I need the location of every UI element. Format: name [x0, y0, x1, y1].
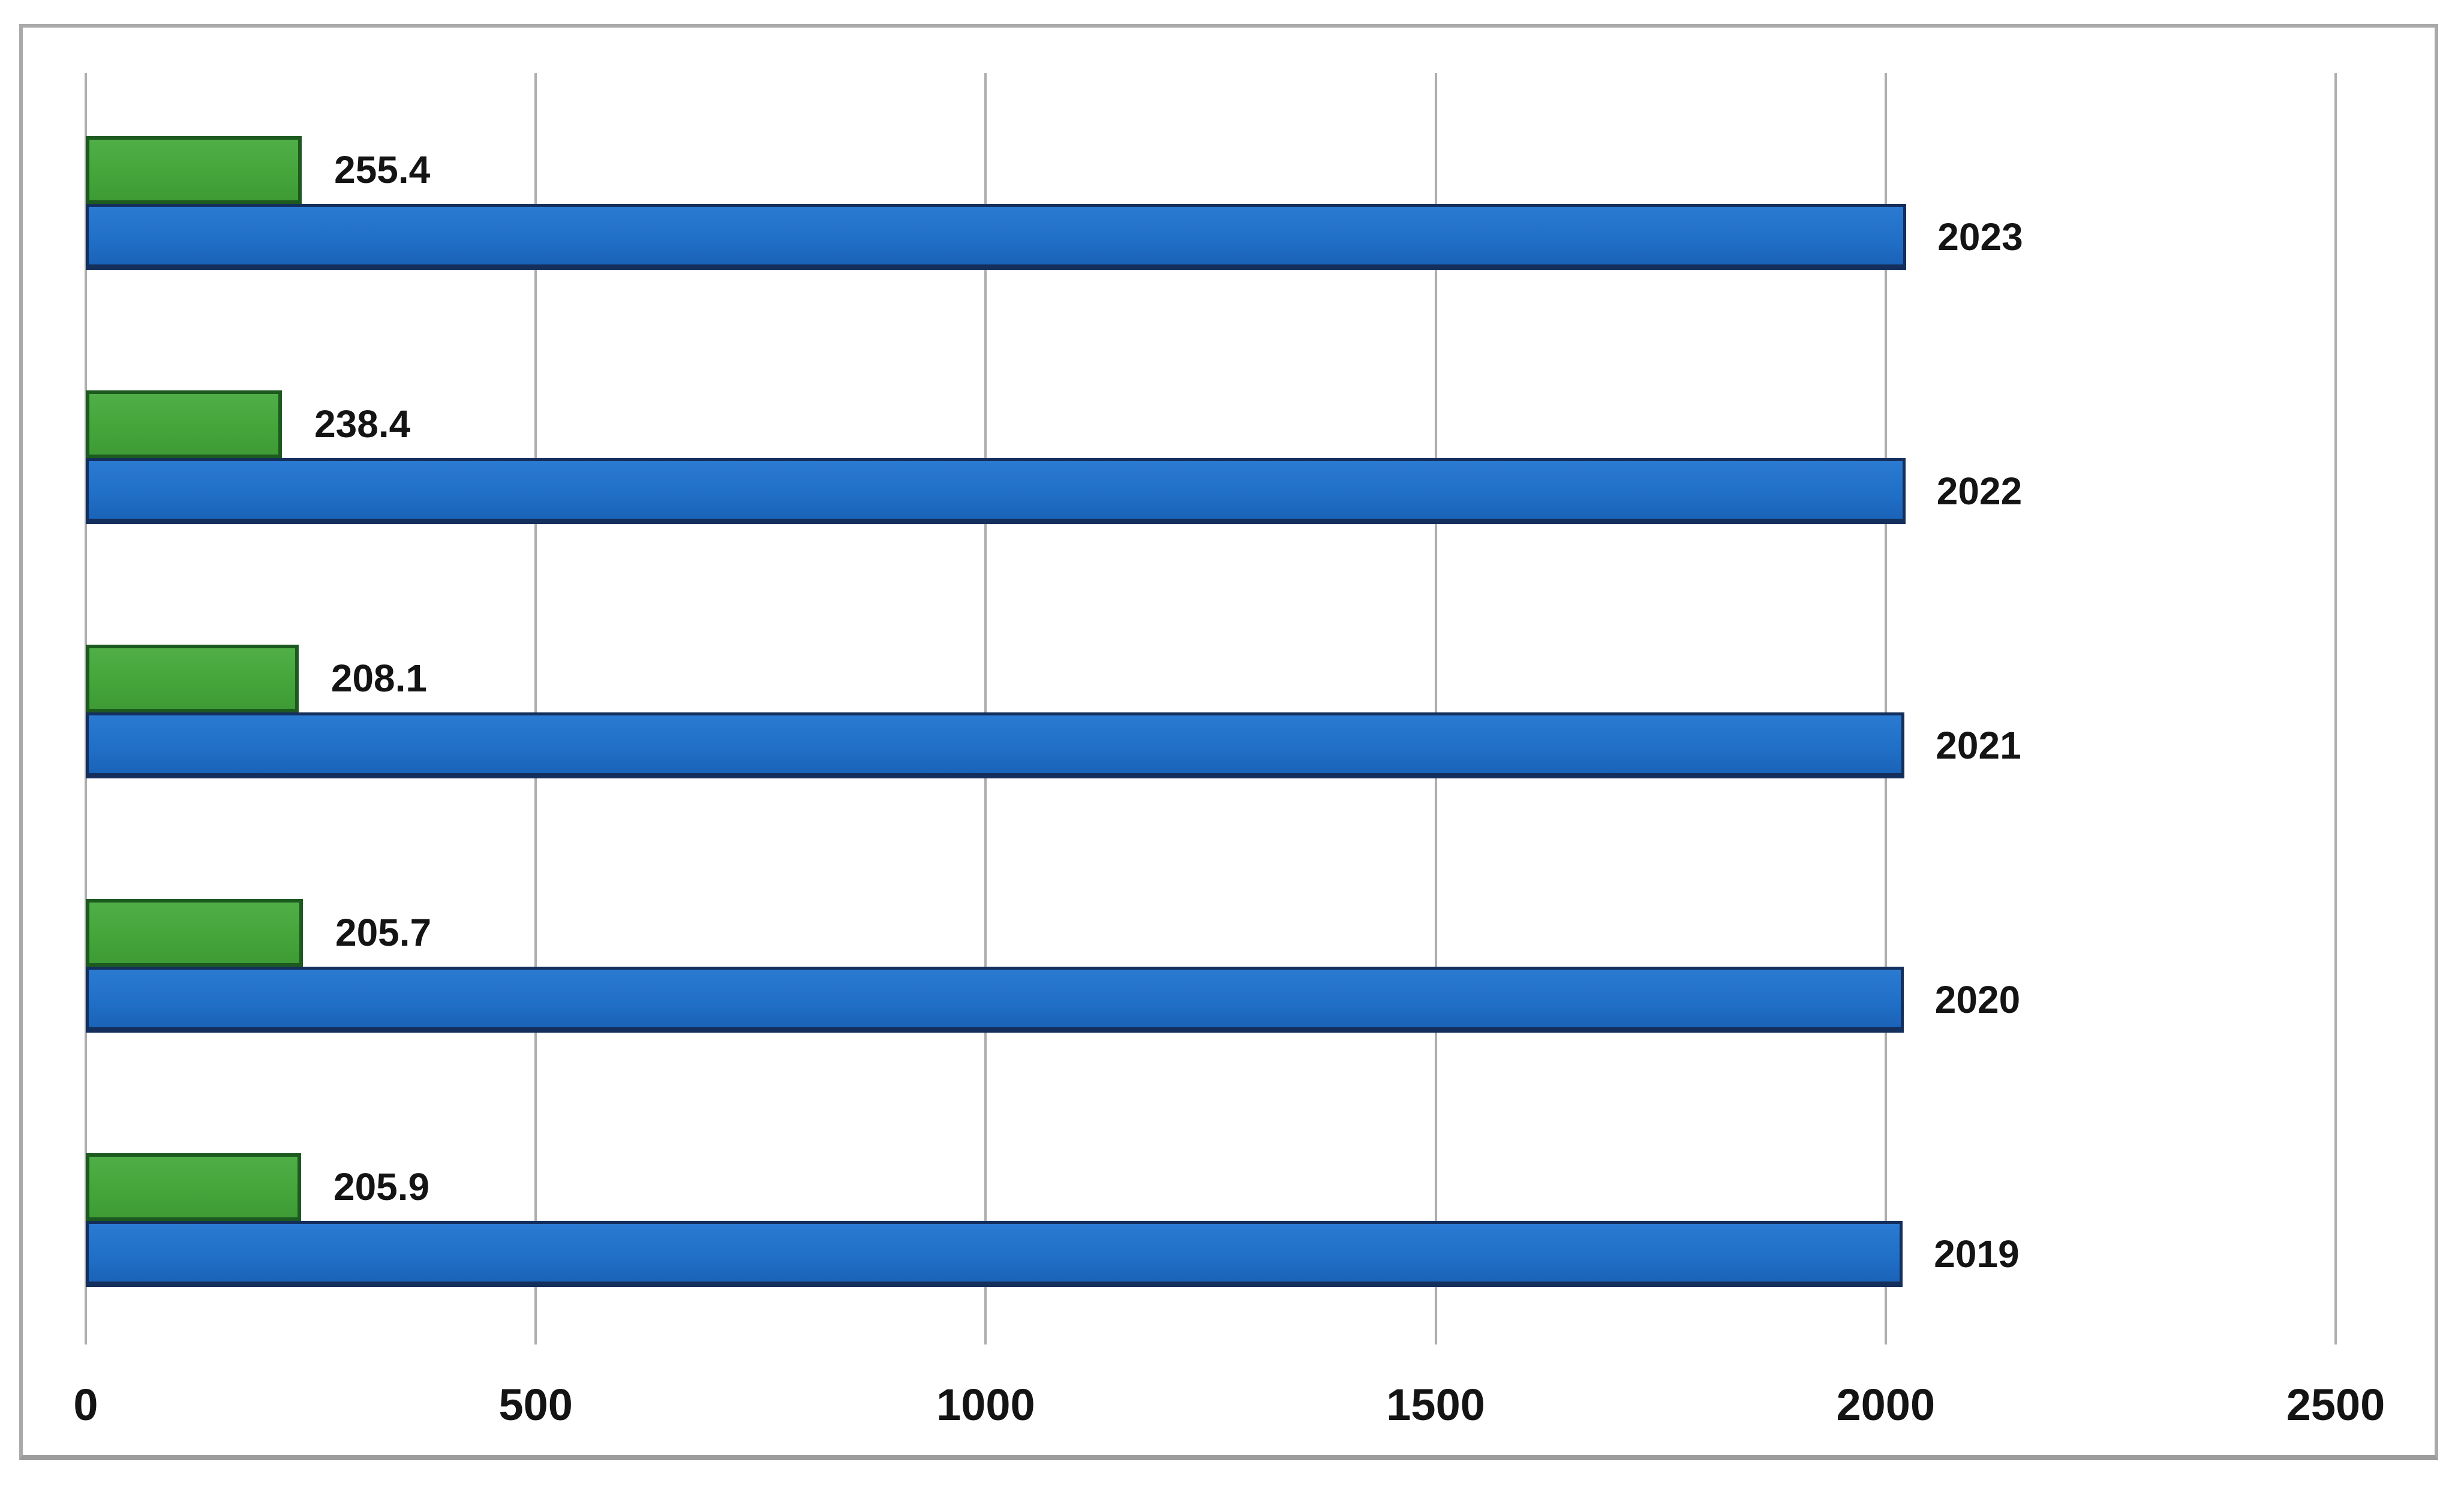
category-label-2023: 2023	[1937, 215, 2023, 258]
gridline-x-1000	[984, 73, 987, 1344]
gridline-x-2500	[2334, 73, 2337, 1344]
value-label-2020: 205.7	[335, 911, 432, 954]
value-bar-2022	[86, 390, 283, 458]
value-bar-2019	[86, 1153, 301, 1221]
x-tick-label-2000: 2000	[1836, 1380, 1936, 1430]
x-tick-label-1500: 1500	[1386, 1380, 1485, 1430]
value-bar-2023	[86, 136, 302, 204]
year-bar-2021	[86, 712, 1905, 778]
x-tick-label-0: 0	[73, 1380, 98, 1430]
x-tick-label-500: 500	[498, 1380, 573, 1430]
bar-row-2020: 205.7 2020	[86, 836, 2336, 1090]
year-bar-2023	[86, 204, 1907, 270]
value-label-2022: 238.4	[314, 402, 411, 446]
value-label-2023: 255.4	[334, 148, 431, 191]
gridline-x-500	[534, 73, 537, 1344]
value-label-2019: 205.9	[333, 1165, 430, 1208]
value-bar-2020	[86, 899, 303, 967]
bar-row-2023: 255.4 2023	[86, 73, 2336, 327]
category-label-2020: 2020	[1934, 978, 2021, 1021]
bar-row-2019: 205.9 2019	[86, 1090, 2336, 1344]
category-label-2021: 2021	[1936, 724, 2021, 767]
bar-row-2021: 208.1 2021	[86, 582, 2336, 836]
gridline-x-2000	[1884, 73, 1887, 1344]
value-label-2021: 208.1	[330, 657, 427, 700]
plot-area: 255.4 2023 238.4 2022 208.1 2021 205.7 2020 205.…	[85, 73, 2337, 1344]
category-label-2022: 2022	[1936, 470, 2023, 513]
year-bar-2022	[86, 458, 1906, 524]
value-bar-2021	[86, 645, 299, 712]
bar-row-2022: 238.4 2022	[86, 327, 2336, 582]
x-tick-label-2500: 2500	[2286, 1380, 2385, 1430]
gridline-x-1500	[1434, 73, 1437, 1344]
year-bar-2020	[86, 967, 1904, 1033]
year-bar-2019	[86, 1221, 1903, 1287]
category-label-2019: 2019	[1934, 1232, 2020, 1276]
x-tick-label-1000: 1000	[936, 1380, 1035, 1430]
